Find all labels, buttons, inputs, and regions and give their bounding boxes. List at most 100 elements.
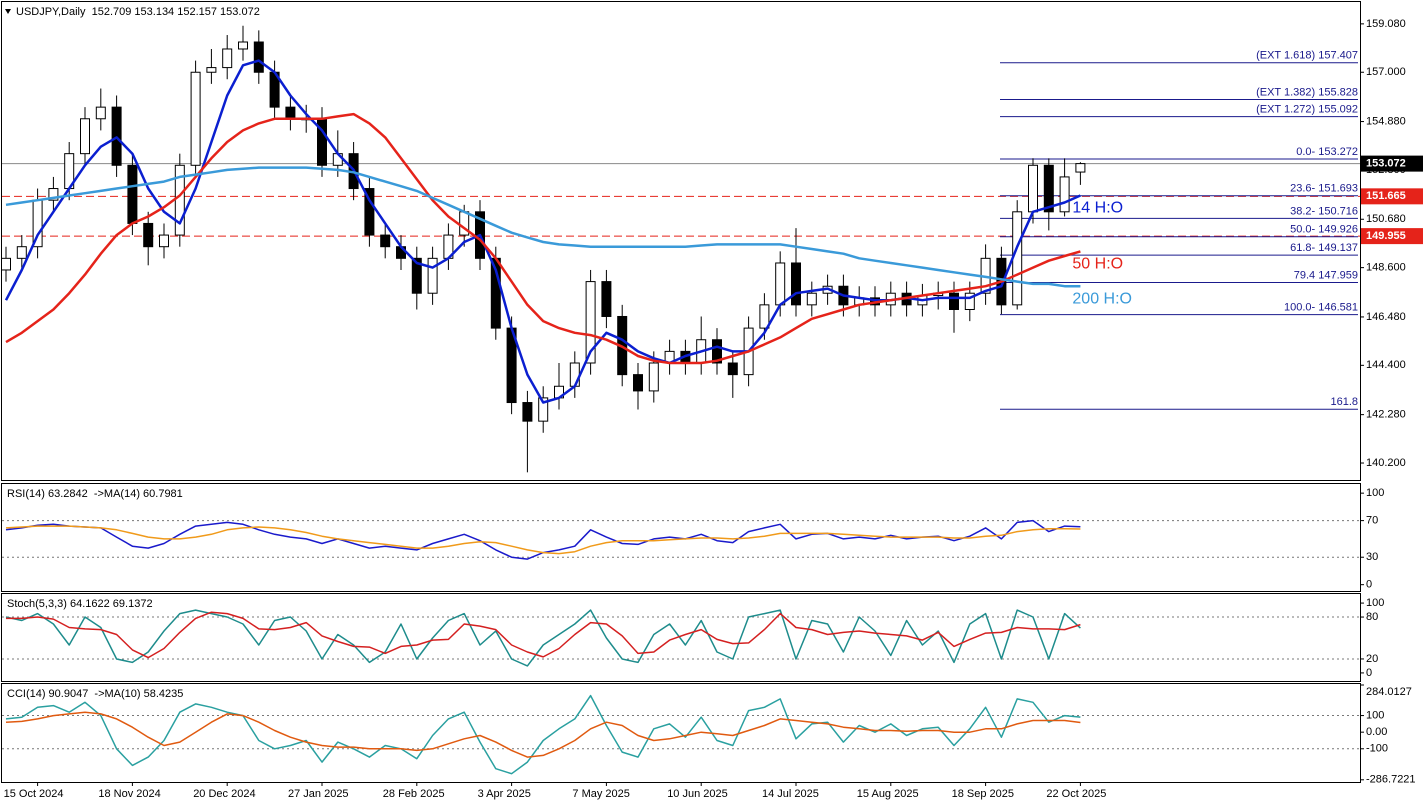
y-tick-label: 284.0127 [1366,686,1412,698]
fib-label: 50.0- 149.926 [1290,224,1358,236]
y-tick-label: 100 [1366,487,1384,499]
fib-label: (EXT 1.272) 155.092 [1256,104,1358,116]
candle-body [380,234,391,248]
x-tick-label: 28 Feb 2025 [383,788,445,800]
indicator-line [6,611,1081,659]
y-tick-label: 146.480 [1366,311,1406,323]
fib-label: (EXT 1.382) 155.828 [1256,86,1358,98]
candle-body [522,402,533,422]
stoch-panel-border [1,593,1361,682]
fib-label: 61.8- 149.137 [1290,242,1358,254]
x-tick-label: 15 Oct 2024 [4,788,64,800]
y-tick-label: 0 [1366,579,1372,591]
candle-body [285,106,296,120]
indicator-line [5,711,1081,758]
price-badge-label: 149.955 [1366,230,1406,242]
y-tick-label: 142.280 [1366,409,1406,421]
indicator-line [5,609,1081,667]
fib-label: 23.6- 151.693 [1290,183,1358,195]
fib-label: 38.2- 150.716 [1290,205,1358,217]
candle-body [1075,163,1086,173]
main-panel-border [1,1,1361,481]
candle-body [95,106,106,120]
indicator-line [5,166,1081,288]
candle-body [633,374,643,392]
y-tick-label: 154.880 [1366,115,1406,127]
candle-body [1012,211,1023,306]
x-tick-label: 3 Apr 2025 [478,788,531,800]
indicator-title: Stoch(5,3,3) 64.1622 69.1372 [7,598,153,610]
indicator-title: CCI(14) 90.9047 ->MA(10) 58.4235 [7,688,183,700]
y-tick-label: 30 [1366,551,1378,563]
y-tick-label: 70 [1366,515,1378,527]
x-tick-label: 20 Dec 2024 [193,788,255,800]
candle-body [538,397,549,422]
candle-body [364,188,375,236]
candle-body [648,362,659,392]
fib-label: 79.4 147.959 [1294,269,1358,281]
x-tick-label: 18 Sep 2025 [952,788,1014,800]
price-badge [1361,188,1423,205]
candle-body [964,292,975,311]
indicator-title: RSI(14) 63.2842 ->MA(14) 60.7981 [7,488,183,500]
y-tick-label: 150.680 [1366,213,1406,225]
candle-body [712,339,722,364]
x-tick-label: 7 May 2025 [572,788,629,800]
x-tick-label: 22 Oct 2025 [1046,788,1106,800]
y-tick-label: 159.080 [1366,18,1406,30]
candle-body [601,281,612,317]
fib-label: (EXT 1.618) 157.407 [1256,50,1358,62]
price-badge-label: 151.665 [1366,190,1406,202]
x-tick-label: 14 Jul 2025 [762,788,819,800]
fib-label: 161.8 [1330,396,1358,408]
fib-label: 0.0- 153.272 [1296,146,1358,158]
candle-body [1,257,11,271]
y-tick-label: -286.7221 [1366,774,1416,786]
candle-body [949,292,959,311]
candle-body [190,71,201,166]
candle-body [1028,164,1038,213]
y-tick-label: 148.600 [1366,262,1406,274]
chart-title: USDJPY,Daily 152.709 153.134 152.157 153… [16,6,260,18]
indicator-line [5,112,1081,365]
candle-body [585,281,596,364]
candle-body [806,292,817,306]
candle-body [159,234,169,248]
candle-body [127,164,138,224]
y-tick-label: 100 [1366,709,1384,721]
candle-body [569,362,580,387]
rsi-panel-border [1,483,1361,592]
price-badge [1361,228,1423,245]
candle-body [1043,164,1054,213]
y-tick-label: 144.400 [1366,359,1406,371]
y-tick-label: 100 [1366,597,1384,609]
y-tick-label: 157.000 [1366,66,1406,78]
x-tick-label: 10 Jun 2025 [667,788,728,800]
candle-body [80,118,90,155]
candle-body [1059,176,1070,213]
candle-body [206,67,217,73]
y-tick-label: 140.200 [1366,457,1406,469]
candle-body [727,362,738,376]
x-tick-label: 15 Aug 2025 [857,788,919,800]
candle-body [253,41,264,73]
candle-body [427,257,438,294]
candle-body [759,304,770,329]
y-tick-label: 0 [1366,667,1372,679]
candle-body [775,262,786,306]
indicator-line [5,525,1081,555]
price-badge-label: 153.072 [1366,158,1406,170]
candle-body [16,246,27,259]
fib-label: 100.0- 146.581 [1284,302,1358,314]
x-tick-label: 27 Jan 2025 [288,788,349,800]
ma-label: 14 H:O [1072,200,1123,217]
price-badge [1361,155,1423,172]
y-tick-label: -100 [1366,743,1388,755]
x-tick-label: 18 Nov 2024 [98,788,160,800]
symbol-menu-arrow[interactable] [5,9,11,14]
ma-label: 50 H:O [1072,256,1123,273]
candle-body [48,188,59,201]
candle-body [143,222,154,248]
